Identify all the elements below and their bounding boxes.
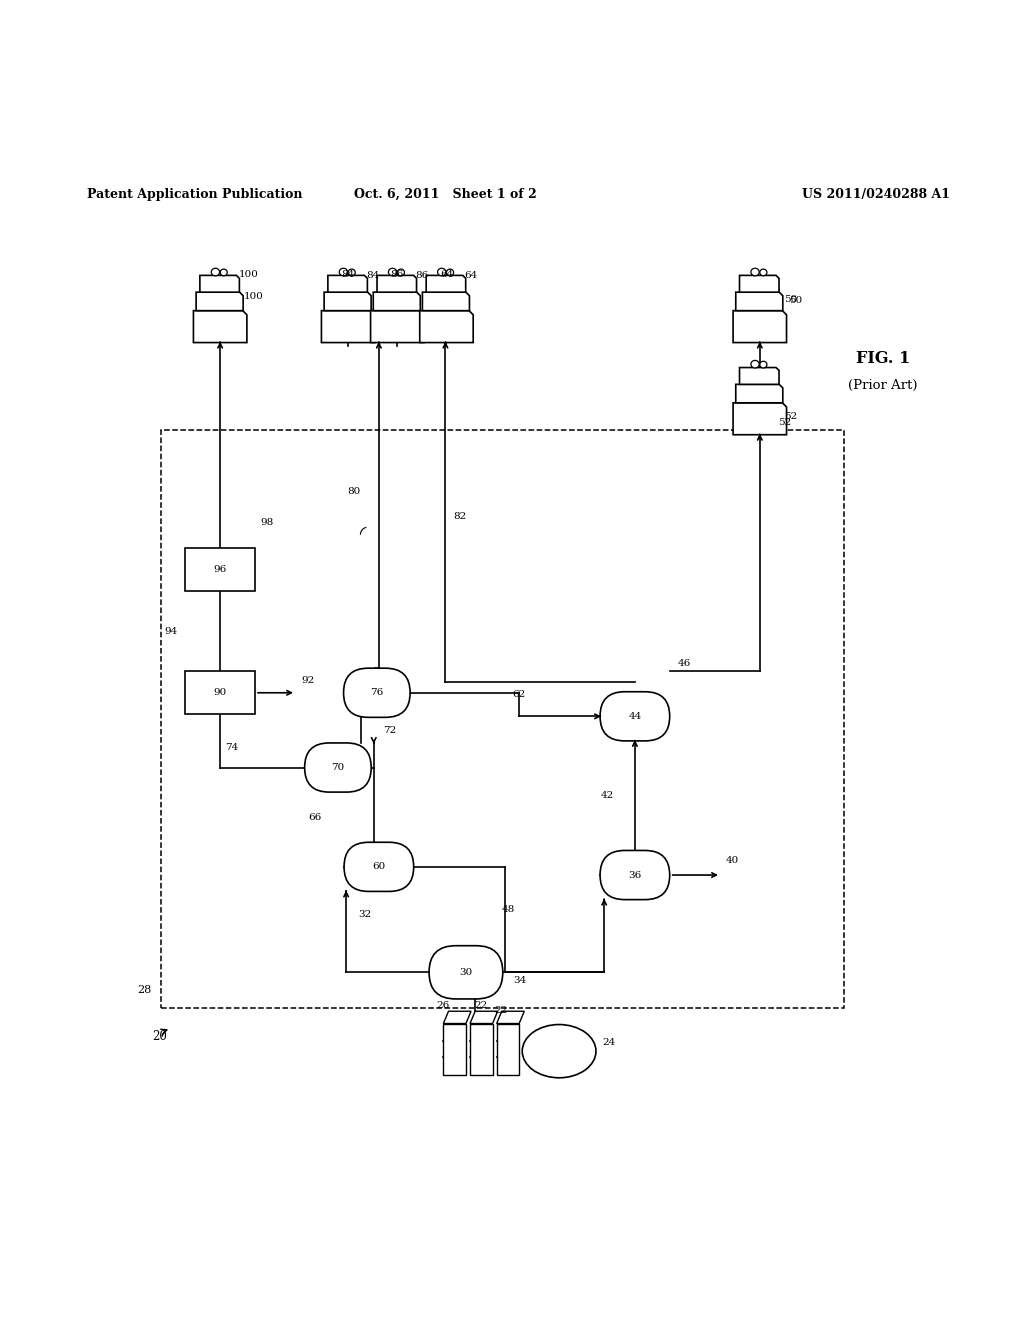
Polygon shape	[377, 276, 417, 292]
Text: 96: 96	[214, 565, 226, 574]
Text: 98: 98	[260, 519, 273, 527]
Text: 100: 100	[244, 292, 264, 301]
Text: US 2011/0240288 A1: US 2011/0240288 A1	[802, 187, 949, 201]
Ellipse shape	[760, 362, 767, 368]
Ellipse shape	[339, 268, 347, 276]
Ellipse shape	[437, 268, 445, 276]
Text: 48: 48	[502, 904, 515, 913]
Text: FIG. 1: FIG. 1	[856, 350, 909, 367]
Text: 52: 52	[777, 417, 791, 426]
Text: 22: 22	[495, 1006, 508, 1015]
Text: 52: 52	[784, 412, 797, 421]
Polygon shape	[497, 1011, 524, 1023]
Polygon shape	[736, 384, 782, 403]
Polygon shape	[739, 276, 779, 292]
Ellipse shape	[397, 269, 404, 276]
Polygon shape	[733, 310, 786, 343]
Polygon shape	[200, 276, 240, 292]
Text: 44: 44	[629, 711, 641, 721]
Text: 74: 74	[225, 743, 239, 751]
Text: 32: 32	[358, 909, 372, 919]
PathPatch shape	[344, 668, 410, 717]
PathPatch shape	[344, 842, 414, 891]
Text: 20: 20	[152, 1031, 167, 1043]
Bar	[185, 548, 255, 591]
Text: 60: 60	[373, 862, 385, 871]
Bar	[185, 672, 255, 714]
Text: 90: 90	[214, 688, 226, 697]
Text: 62: 62	[512, 690, 525, 698]
Polygon shape	[325, 292, 371, 310]
Polygon shape	[470, 1011, 498, 1023]
Polygon shape	[371, 310, 424, 343]
Text: 94: 94	[164, 627, 177, 636]
Text: 36: 36	[629, 871, 641, 879]
Polygon shape	[739, 367, 779, 384]
Text: 86: 86	[391, 271, 403, 280]
Text: 76: 76	[371, 688, 383, 697]
Text: 30: 30	[460, 968, 472, 977]
Text: 100: 100	[239, 271, 259, 280]
Text: 46: 46	[678, 659, 691, 668]
Polygon shape	[426, 276, 466, 292]
Text: Patent Application Publication: Patent Application Publication	[87, 187, 302, 201]
Text: 24: 24	[602, 1039, 615, 1048]
Bar	[161, 429, 844, 1008]
Polygon shape	[322, 310, 375, 343]
PathPatch shape	[600, 692, 670, 741]
Text: (Prior Art): (Prior Art)	[848, 379, 918, 392]
Text: 72: 72	[384, 726, 396, 735]
Text: 50: 50	[784, 296, 797, 304]
PathPatch shape	[305, 743, 371, 792]
Text: 80: 80	[347, 487, 360, 495]
Ellipse shape	[446, 269, 454, 276]
Ellipse shape	[348, 269, 355, 276]
Text: 28: 28	[137, 985, 152, 995]
Text: 64: 64	[464, 271, 477, 280]
Ellipse shape	[751, 268, 759, 276]
Polygon shape	[423, 292, 469, 310]
Text: 50: 50	[790, 296, 803, 305]
Ellipse shape	[220, 269, 227, 276]
Text: 86: 86	[415, 271, 428, 280]
Text: 70: 70	[332, 763, 344, 772]
Text: 92: 92	[301, 676, 314, 685]
Ellipse shape	[211, 268, 219, 276]
Text: 40: 40	[726, 857, 739, 865]
Polygon shape	[194, 310, 247, 343]
Text: 66: 66	[308, 813, 322, 821]
PathPatch shape	[600, 850, 670, 900]
Text: 84: 84	[342, 271, 354, 280]
Bar	[497, 1023, 519, 1074]
Text: 42: 42	[601, 791, 614, 800]
Text: 34: 34	[513, 975, 526, 985]
Text: Oct. 6, 2011   Sheet 1 of 2: Oct. 6, 2011 Sheet 1 of 2	[354, 187, 537, 201]
Bar	[470, 1023, 493, 1074]
PathPatch shape	[429, 945, 503, 999]
Ellipse shape	[751, 360, 759, 368]
Text: 22: 22	[475, 1001, 487, 1010]
Polygon shape	[328, 276, 368, 292]
Bar	[443, 1023, 466, 1074]
Text: 26: 26	[436, 1001, 450, 1010]
Polygon shape	[733, 403, 786, 434]
Ellipse shape	[388, 268, 396, 276]
Polygon shape	[197, 292, 243, 310]
Text: 84: 84	[366, 271, 379, 280]
Ellipse shape	[522, 1024, 596, 1078]
Ellipse shape	[760, 269, 767, 276]
Text: 82: 82	[454, 512, 467, 521]
Text: 64: 64	[440, 271, 453, 280]
Polygon shape	[420, 310, 473, 343]
Polygon shape	[374, 292, 420, 310]
Polygon shape	[443, 1011, 471, 1023]
Polygon shape	[736, 292, 782, 310]
